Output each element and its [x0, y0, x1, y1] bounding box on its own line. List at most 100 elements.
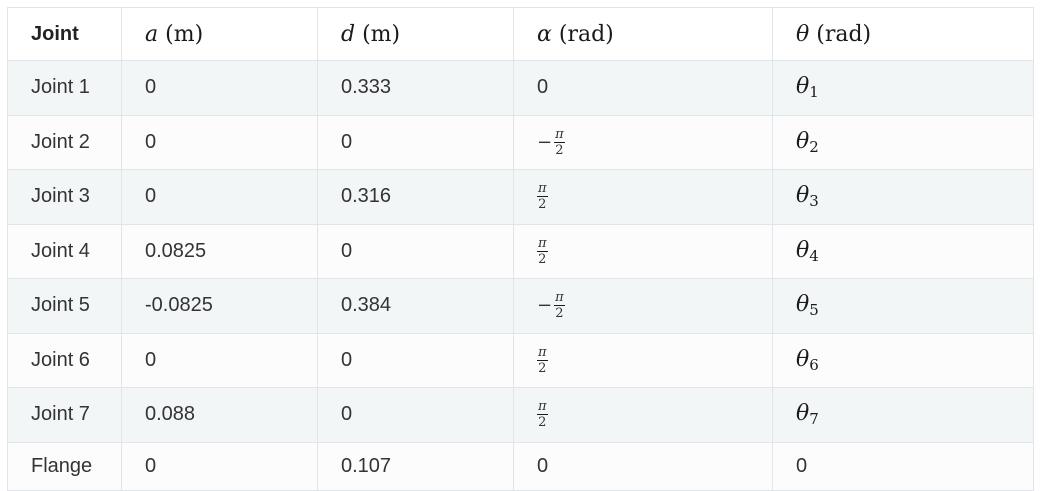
- cell-a: 0: [121, 114, 318, 170]
- cell-d: 0: [317, 223, 514, 279]
- cell-alpha: − π 2: [513, 278, 773, 334]
- cell-d: 0: [317, 332, 514, 388]
- theta-subscript: 4: [809, 246, 819, 265]
- header-a-var: a: [145, 21, 159, 47]
- header-joint: Joint: [7, 7, 122, 61]
- table-row: Flange 0 0.107 0 0: [7, 441, 1034, 491]
- cell-a: 0: [121, 60, 318, 116]
- cell-a: 0.0825: [121, 223, 318, 279]
- fraction-numerator: π: [537, 399, 548, 416]
- cell-d: 0.333: [317, 60, 514, 116]
- cell-d: 0.316: [317, 169, 514, 225]
- cell-a: 0.088: [121, 387, 318, 443]
- cell-joint: Joint 6: [7, 332, 122, 388]
- cell-joint: Joint 3: [7, 169, 122, 225]
- cell-theta: θ7: [772, 387, 1034, 443]
- cell-joint: Joint 5: [7, 278, 122, 334]
- header-alpha-unit: (rad): [558, 21, 614, 47]
- header-a: a (m): [121, 7, 318, 61]
- cell-a: 0: [121, 169, 318, 225]
- dh-parameters-table-container: Joint a (m) d (m) α (rad) θ (rad) Joint …: [7, 7, 1034, 491]
- cell-alpha: 0: [513, 60, 773, 116]
- table-header: Joint a (m) d (m) α (rad) θ (rad): [7, 7, 1034, 61]
- cell-theta: θ3: [772, 169, 1034, 225]
- cell-joint: Joint 7: [7, 387, 122, 443]
- header-theta-unit: (rad): [816, 21, 872, 47]
- table-row: Joint 1 0 0.333 0 θ1: [7, 60, 1034, 116]
- cell-theta: θ4: [772, 223, 1034, 279]
- table-body: Joint 1 0 0.333 0 θ1 Joint 2 0 0− π 2 θ2 Joint 3 0 0.…: [7, 60, 1034, 491]
- theta-symbol: θ: [796, 74, 810, 100]
- cell-d: 0: [317, 114, 514, 170]
- fraction-numerator: π: [554, 290, 565, 307]
- table-row: Joint 5 -0.0825 0.384− π 2 θ5: [7, 278, 1034, 334]
- theta-symbol: θ: [796, 346, 810, 372]
- header-d-var: d: [341, 21, 356, 47]
- cell-theta: θ1: [772, 60, 1034, 116]
- table-row: Joint 2 0 0− π 2 θ2: [7, 114, 1034, 170]
- cell-alpha: 0: [513, 441, 773, 491]
- fraction-numerator: π: [537, 344, 548, 361]
- fraction-denominator: 2: [538, 415, 547, 431]
- theta-symbol: θ: [796, 128, 810, 154]
- cell-joint: Joint 2: [7, 114, 122, 170]
- cell-a: 0: [121, 441, 318, 491]
- theta-subscript: 2: [809, 137, 819, 156]
- cell-d: 0.384: [317, 278, 514, 334]
- cell-joint: Flange: [7, 441, 122, 491]
- header-d-unit: (m): [362, 21, 401, 47]
- header-a-unit: (m): [165, 21, 204, 47]
- table-row: Joint 4 0.0825 0 π 2 θ4: [7, 223, 1034, 279]
- theta-symbol: θ: [796, 237, 810, 263]
- theta-symbol: θ: [796, 292, 810, 318]
- cell-theta: 0: [772, 441, 1034, 491]
- fraction-numerator: π: [537, 181, 548, 198]
- dh-parameters-table: Joint a (m) d (m) α (rad) θ (rad) Joint …: [7, 7, 1034, 491]
- theta-symbol: θ: [796, 401, 810, 427]
- cell-joint: Joint 4: [7, 223, 122, 279]
- header-alpha-var: α: [537, 21, 552, 47]
- cell-joint: Joint 1: [7, 60, 122, 116]
- minus-sign: −: [537, 131, 553, 153]
- fraction-numerator: π: [537, 235, 548, 252]
- theta-subscript: 3: [809, 192, 819, 211]
- fraction-denominator: 2: [538, 251, 547, 267]
- cell-theta: θ6: [772, 332, 1034, 388]
- table-row: Joint 6 0 0 π 2 θ6: [7, 332, 1034, 388]
- header-alpha: α (rad): [513, 7, 773, 61]
- theta-subscript: 5: [809, 301, 819, 320]
- cell-d: 0.107: [317, 441, 514, 491]
- header-theta: θ (rad): [772, 7, 1034, 61]
- theta-subscript: 6: [809, 355, 819, 374]
- cell-theta: θ5: [772, 278, 1034, 334]
- theta-symbol: θ: [796, 183, 810, 209]
- theta-subscript: 7: [809, 410, 819, 429]
- fraction-denominator: 2: [538, 360, 547, 376]
- cell-a: 0: [121, 332, 318, 388]
- cell-a: -0.0825: [121, 278, 318, 334]
- minus-sign: −: [537, 295, 553, 317]
- cell-d: 0: [317, 387, 514, 443]
- fraction-denominator: 2: [555, 306, 564, 322]
- fraction-denominator: 2: [538, 197, 547, 213]
- theta-subscript: 1: [809, 83, 819, 102]
- fraction-numerator: π: [554, 126, 565, 143]
- header-row: Joint a (m) d (m) α (rad) θ (rad): [7, 7, 1034, 61]
- cell-theta: θ2: [772, 114, 1034, 170]
- table-row: Joint 7 0.088 0 π 2 θ7: [7, 387, 1034, 443]
- cell-alpha: − π 2: [513, 114, 773, 170]
- header-d: d (m): [317, 7, 514, 61]
- header-theta-var: θ: [796, 21, 810, 47]
- table-row: Joint 3 0 0.316 π 2 θ3: [7, 169, 1034, 225]
- fraction-denominator: 2: [555, 142, 564, 158]
